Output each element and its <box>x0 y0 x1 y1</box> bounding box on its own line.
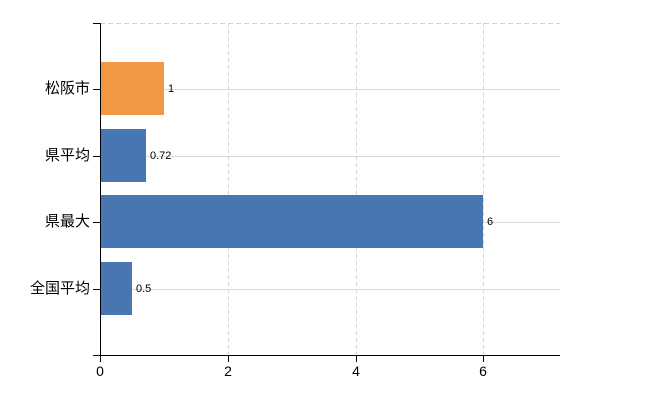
x-tick-label: 4 <box>352 363 360 379</box>
category-tick <box>93 289 100 290</box>
category-tick <box>93 89 100 90</box>
x-tick-label: 2 <box>224 363 232 379</box>
bar <box>100 129 146 182</box>
v-gridline <box>228 23 229 355</box>
h-gridline <box>100 156 560 157</box>
h-gridline <box>100 289 560 290</box>
bar-value-label: 1 <box>168 83 175 95</box>
bar <box>100 262 132 315</box>
x-tick <box>100 355 101 362</box>
x-tick <box>356 355 357 362</box>
h-gridline <box>100 89 560 90</box>
bar <box>100 195 483 248</box>
x-axis-line <box>93 355 560 356</box>
category-tick <box>93 156 100 157</box>
bar-value-label: 0.5 <box>136 283 152 295</box>
bar <box>100 62 164 115</box>
bar-value-label: 0.72 <box>150 150 172 162</box>
x-tick <box>228 355 229 362</box>
category-label: 全国平均 <box>29 280 90 297</box>
plot-top-border <box>100 23 560 24</box>
category-label: 県最大 <box>44 213 90 230</box>
x-tick <box>483 355 484 362</box>
category-tick <box>93 222 100 223</box>
category-label: 松阪市 <box>44 80 90 97</box>
x-tick-label: 0 <box>96 363 104 379</box>
y-axis-line <box>100 23 101 362</box>
v-gridline <box>356 23 357 355</box>
v-gridline <box>483 23 484 355</box>
y-axis-top-tick <box>93 23 100 24</box>
category-label: 県平均 <box>44 147 90 164</box>
bar-value-label: 6 <box>487 216 494 228</box>
x-tick-label: 6 <box>479 363 487 379</box>
